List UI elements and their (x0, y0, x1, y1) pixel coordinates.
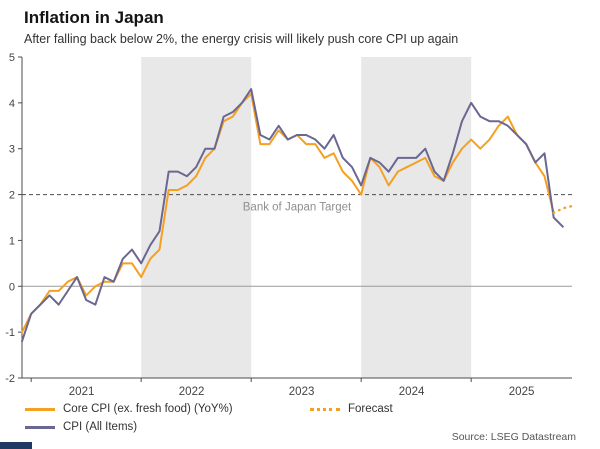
legend-label-core-cpi: Core CPI (ex. fresh food) (YoY%) (63, 403, 233, 415)
svg-text:2: 2 (9, 190, 15, 202)
svg-text:2024: 2024 (399, 386, 425, 398)
svg-text:0: 0 (9, 281, 15, 293)
svg-text:2022: 2022 (179, 386, 205, 398)
svg-text:3: 3 (9, 144, 15, 156)
svg-text:2025: 2025 (509, 386, 535, 398)
cpi-all-items-line-swatch (25, 425, 55, 429)
svg-text:Bank of Japan Target: Bank of Japan Target (243, 202, 352, 214)
core-cpi-line-swatch (25, 407, 55, 411)
legend-label-cpi-all-items: CPI (All Items) (63, 421, 138, 433)
svg-text:1: 1 (9, 235, 15, 247)
svg-text:5: 5 (9, 52, 15, 64)
chart-subtitle: After falling back below 2%, the energy … (24, 32, 459, 46)
source-credit: Source: LSEG Datastream (451, 431, 576, 443)
page-title: Inflation in Japan (24, 8, 164, 27)
svg-text:-1: -1 (5, 327, 15, 339)
legend: Core CPI (ex. fresh food) (YoY%) Forecas… (0, 398, 600, 438)
corner-strip (0, 442, 32, 449)
legend-item-core-cpi: Core CPI (ex. fresh food) (YoY%) (25, 403, 233, 415)
legend-item-forecast: Forecast (310, 403, 393, 415)
svg-text:-2: -2 (5, 373, 15, 385)
legend-item-cpi-all-items: CPI (All Items) (25, 421, 137, 433)
svg-text:4: 4 (9, 98, 15, 110)
forecast-dotted-swatch (310, 407, 340, 411)
legend-label-forecast: Forecast (348, 403, 393, 415)
svg-text:2023: 2023 (289, 386, 315, 398)
svg-text:2021: 2021 (69, 386, 95, 398)
